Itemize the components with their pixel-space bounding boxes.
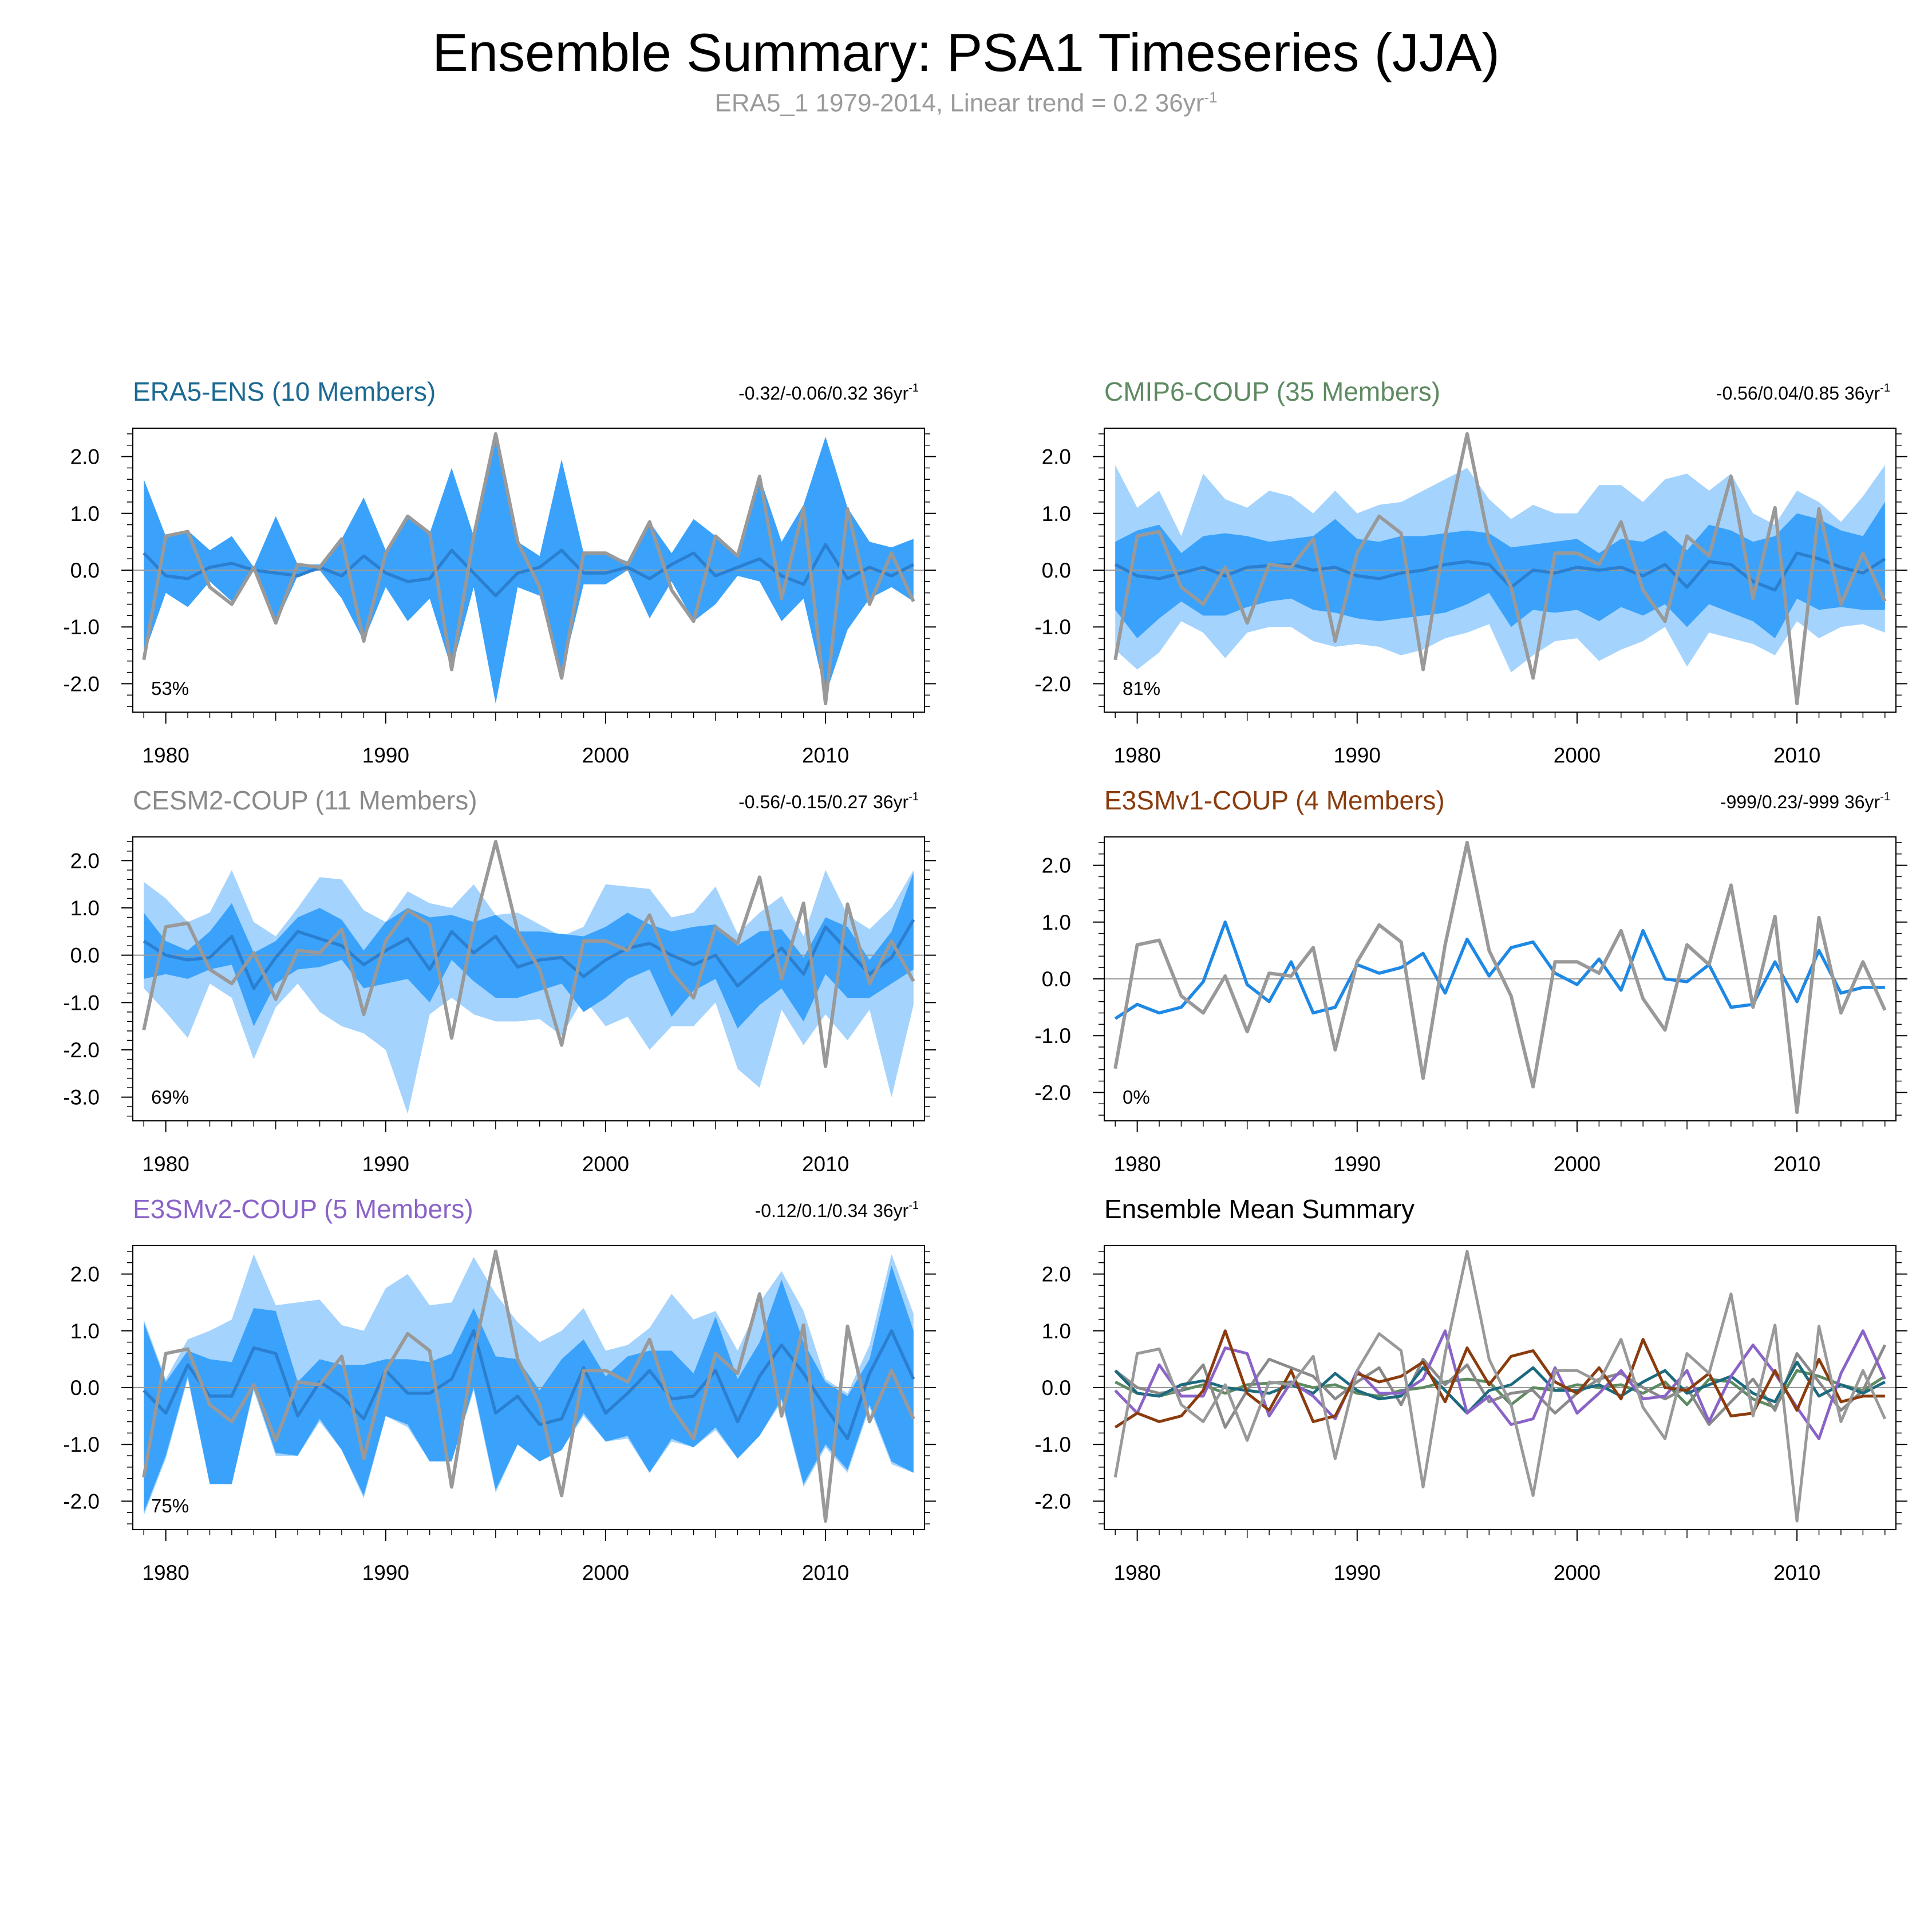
- x-tick-label: 1990: [362, 1561, 409, 1585]
- y-tick-label: 1.0: [1042, 502, 1071, 526]
- y-tick-label: 2.0: [70, 445, 100, 469]
- x-tick-label: 2010: [1773, 744, 1820, 767]
- panel-percent: 69%: [151, 1086, 189, 1108]
- y-tick-label: -1.0: [1034, 615, 1071, 639]
- panel-title: CESM2-COUP (11 Members): [133, 785, 477, 815]
- series-line-e3smv2-coup-mean: [1114, 1329, 1887, 1440]
- y-tick-label: 2.0: [70, 1263, 100, 1286]
- x-tick-label: 1990: [1334, 1152, 1381, 1176]
- observed-line: [1113, 840, 1887, 1115]
- x-tick-label: 2010: [1773, 1152, 1820, 1176]
- y-tick-label: 0.0: [70, 1376, 100, 1400]
- y-tick-label: -1.0: [63, 1433, 100, 1456]
- plot-area: [133, 840, 924, 1114]
- panel-cmip6-coup: CMIP6-COUP (35 Members) -0.56/0.04/0.85 3…: [1034, 377, 1907, 767]
- x-tick-label: 1990: [1334, 744, 1381, 767]
- x-tick-label: 1980: [142, 1561, 189, 1585]
- x-tick-label: 1980: [142, 744, 189, 767]
- y-tick-label: 0.0: [1042, 967, 1071, 991]
- y-tick-label: -2.0: [63, 1038, 100, 1062]
- series-line-cesm2-coup-mean: [1114, 1344, 1887, 1429]
- observed-line: [142, 432, 915, 706]
- panel-trend-stat: -0.12/0.1/0.34 36yr-1: [755, 1199, 919, 1221]
- panel-e3smv2-coup: E3SMv2-COUP (5 Members) -0.12/0.1/0.34 36…: [63, 1194, 936, 1585]
- y-tick-label: -2.0: [1034, 1490, 1071, 1513]
- y-tick-label: 2.0: [1042, 445, 1071, 469]
- panel-title: Ensemble Mean Summary: [1104, 1194, 1415, 1224]
- panel-percent: 81%: [1123, 678, 1160, 699]
- y-tick-label: 1.0: [1042, 911, 1071, 934]
- plot-area: [1104, 840, 1896, 1115]
- panel-era5-ens: ERA5-ENS (10 Members) -0.32/-0.06/0.32 36…: [63, 377, 936, 767]
- y-tick-label: 2.0: [1042, 1263, 1071, 1286]
- y-tick-label: -2.0: [1034, 672, 1071, 696]
- y-tick-label: -1.0: [63, 991, 100, 1014]
- x-tick-label: 1980: [142, 1152, 189, 1176]
- y-tick-label: 0.0: [70, 944, 100, 967]
- observed-line: [142, 840, 915, 1068]
- inner-range-band: [144, 1265, 914, 1513]
- y-tick-label: 1.0: [1042, 1319, 1071, 1343]
- ensemble-mean-line: [143, 1329, 915, 1441]
- x-tick-label: 1980: [1113, 744, 1160, 767]
- y-tick-label: -3.0: [63, 1086, 100, 1109]
- plot-area: [1104, 432, 1896, 706]
- x-tick-label: 1980: [1113, 1152, 1160, 1176]
- panel-title: ERA5-ENS (10 Members): [133, 377, 436, 406]
- x-tick-label: 2010: [1773, 1561, 1820, 1585]
- observed-line: [142, 1249, 915, 1523]
- plot-area: [133, 1249, 924, 1523]
- x-tick-label: 2000: [1554, 744, 1601, 767]
- plot-area: [133, 432, 924, 706]
- observed-line: [1113, 432, 1887, 706]
- y-tick-label: -2.0: [1034, 1081, 1071, 1104]
- y-tick-label: -1.0: [1034, 1433, 1071, 1456]
- x-tick-label: 2010: [802, 1561, 849, 1585]
- plot-frame: [132, 836, 925, 1121]
- panel-trend-stat: -999/0.23/-999 36yr-1: [1720, 791, 1890, 812]
- x-tick-label: 1990: [362, 744, 409, 767]
- y-tick-label: 2.0: [1042, 854, 1071, 878]
- panel-e3smv1-coup: E3SMv1-COUP (4 Members) -999/0.23/-999 36…: [1034, 785, 1907, 1176]
- series-line-era5-ens-mean: [1114, 1360, 1886, 1415]
- x-tick-label: 2010: [802, 1152, 849, 1176]
- panel-title: E3SMv2-COUP (5 Members): [133, 1194, 473, 1224]
- panel-ensemble-mean-summary: Ensemble Mean Summary 2.0 1.0 0.0 -1.0 -2.0 19…: [1034, 1194, 1907, 1585]
- x-tick-label: 2000: [582, 744, 629, 767]
- x-tick-label: 2000: [582, 1152, 629, 1176]
- panel-cesm2-coup: CESM2-COUP (11 Members) -0.56/-0.15/0.27 …: [63, 785, 936, 1176]
- panel-trend-stat: -0.56/0.04/0.85 36yr-1: [1716, 382, 1890, 404]
- y-tick-label: 0.0: [1042, 559, 1071, 582]
- panel-title: E3SMv1-COUP (4 Members): [1104, 785, 1445, 815]
- figure-subtitle: ERA5_1 1979-2014, Linear trend = 0.2 36y…: [714, 89, 1218, 117]
- y-tick-label: -1.0: [63, 615, 100, 639]
- series-line-era5-observed: [1113, 1250, 1887, 1523]
- x-tick-label: 1990: [1334, 1561, 1381, 1585]
- x-tick-label: 2000: [1554, 1561, 1601, 1585]
- x-tick-label: 2000: [1554, 1152, 1601, 1176]
- figure-title: Ensemble Summary: PSA1 Timeseries (JJA): [432, 22, 1500, 82]
- panel-percent: 0%: [1123, 1086, 1150, 1108]
- x-tick-label: 1980: [1113, 1561, 1160, 1585]
- x-tick-label: 2000: [582, 1561, 629, 1585]
- y-tick-label: 1.0: [70, 896, 100, 920]
- panel-trend-stat: -0.32/-0.06/0.32 36yr-1: [738, 382, 919, 404]
- y-tick-label: 1.0: [70, 502, 100, 526]
- y-tick-label: 0.0: [70, 559, 100, 582]
- x-tick-label: 2010: [802, 744, 849, 767]
- y-tick-label: 0.0: [1042, 1376, 1071, 1400]
- panel-trend-stat: -0.56/-0.15/0.27 36yr-1: [738, 791, 919, 812]
- panel-percent: 75%: [151, 1495, 189, 1516]
- y-tick-label: 1.0: [70, 1319, 100, 1343]
- panel-title: CMIP6-COUP (35 Members): [1104, 377, 1440, 406]
- panel-percent: 53%: [151, 678, 189, 699]
- x-tick-label: 1990: [362, 1152, 409, 1176]
- y-tick-label: 2.0: [70, 849, 100, 872]
- y-tick-label: -1.0: [1034, 1024, 1071, 1048]
- ensemble-mean-line: [143, 919, 915, 990]
- plot-area: [1104, 1250, 1896, 1523]
- y-tick-label: -2.0: [63, 1490, 100, 1513]
- y-tick-label: -2.0: [63, 672, 100, 696]
